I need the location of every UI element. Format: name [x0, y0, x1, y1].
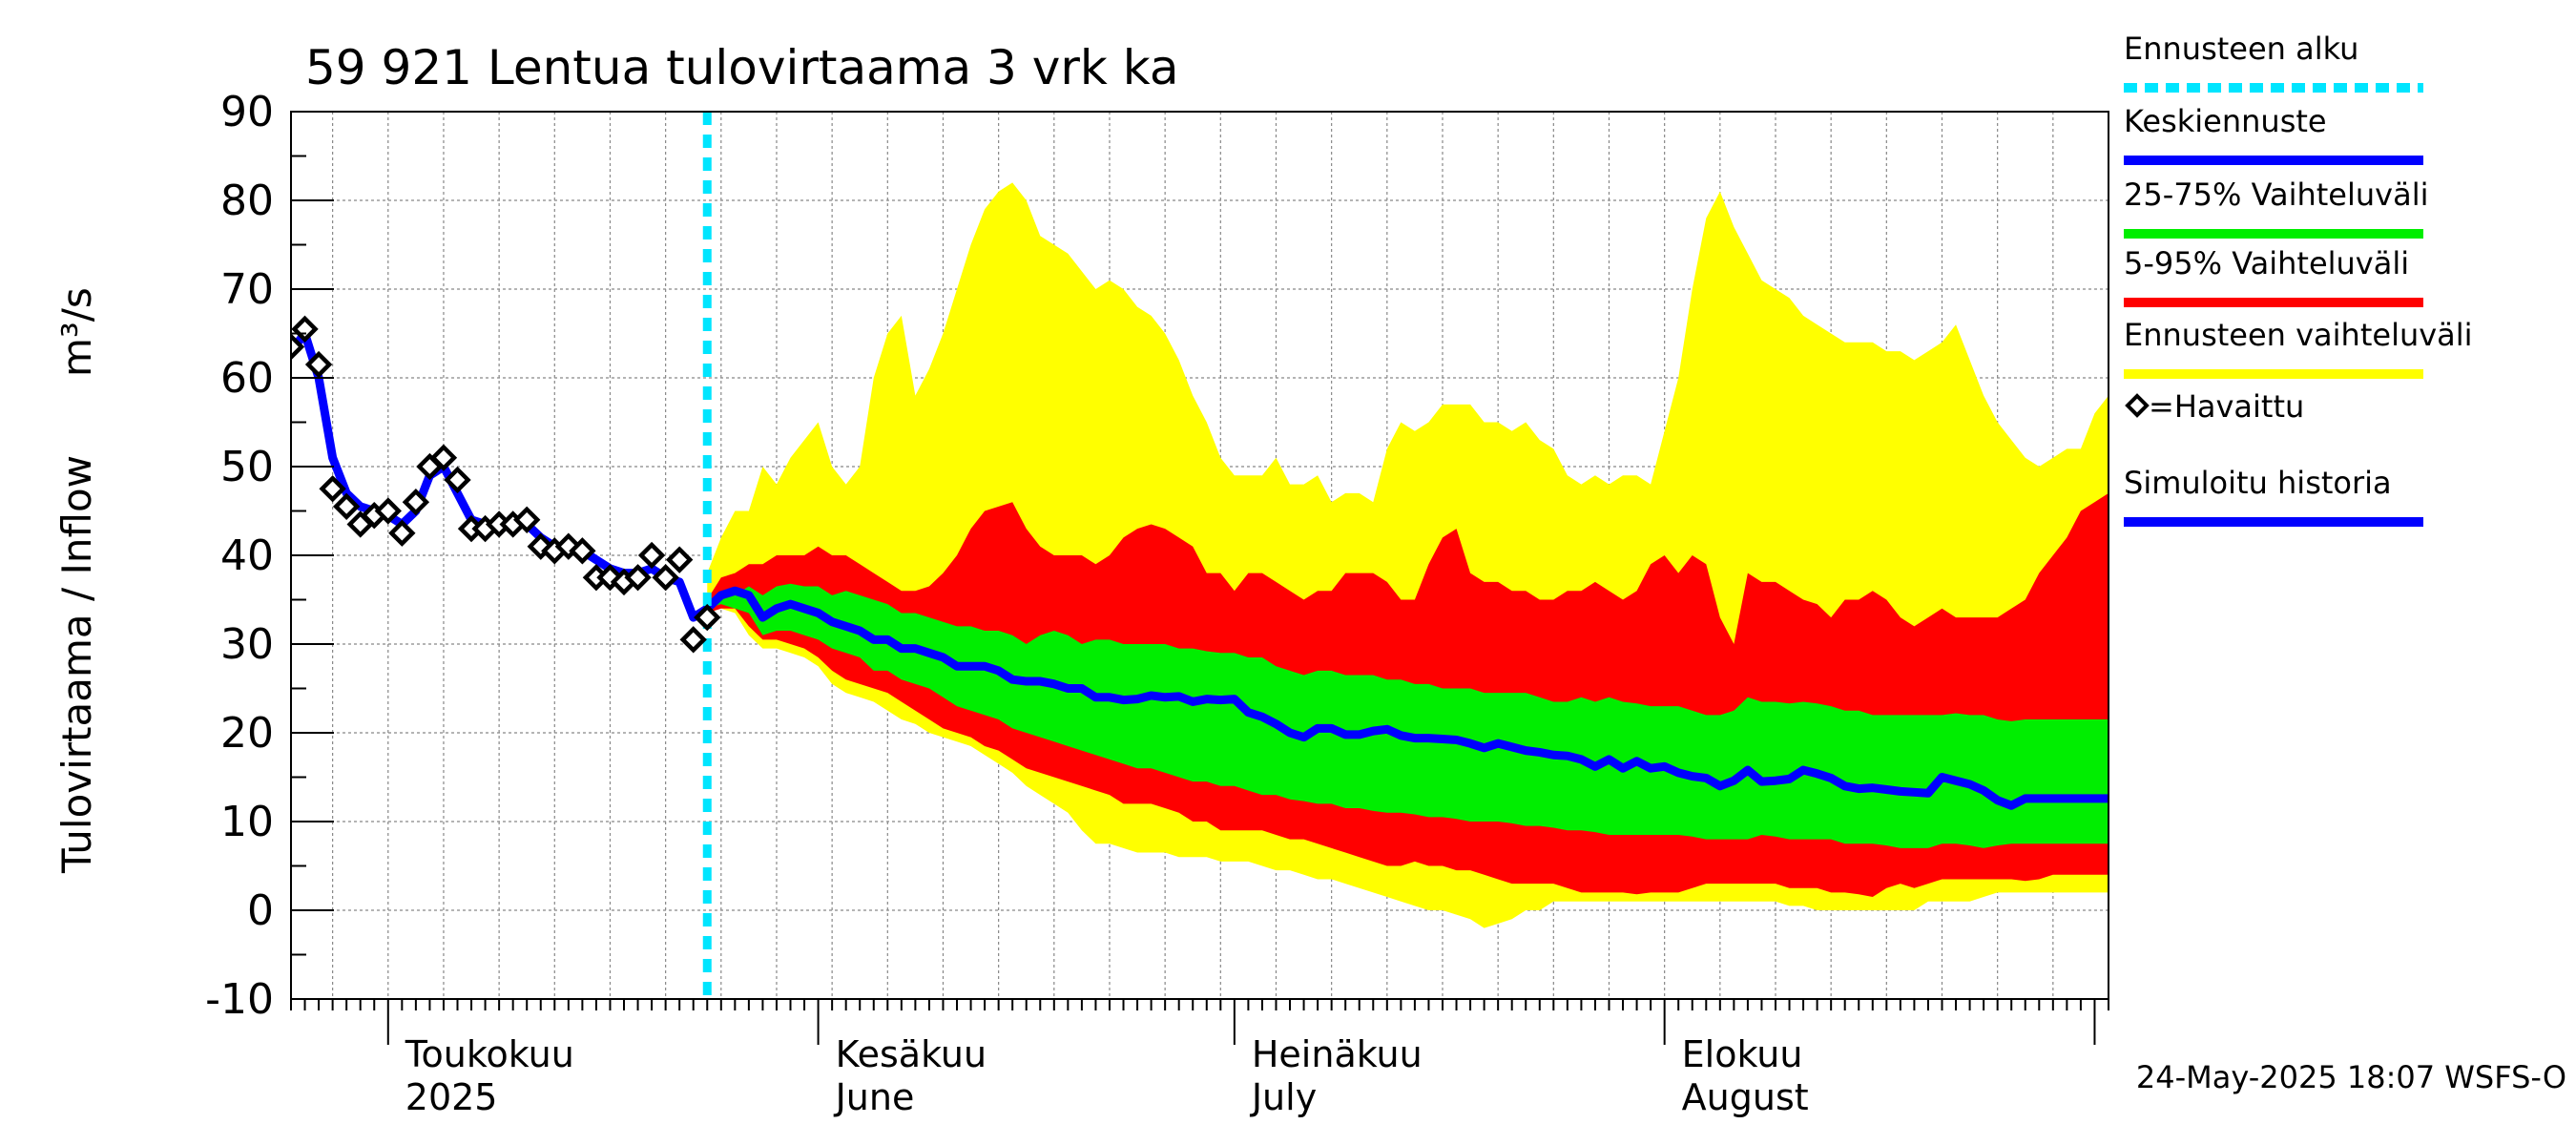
y-tick-label: 20 — [220, 709, 274, 758]
y-tick-label: 0 — [247, 886, 274, 935]
observed-point — [444, 466, 471, 494]
y-tick-label: 50 — [220, 443, 274, 491]
x-month-label: Elokuu — [1682, 1033, 1803, 1075]
y-tick-label: 30 — [220, 620, 274, 669]
x-month-sublabel: July — [1250, 1076, 1317, 1118]
y-tick-label: 60 — [220, 354, 274, 403]
y-axis-label: Tulovirtaama / Inflow — [53, 455, 100, 874]
observed-point — [652, 564, 679, 592]
y-axis-unit: m³/s — [53, 287, 100, 377]
legend-label: =Havaittu — [2149, 388, 2304, 425]
x-month-label: Heinäkuu — [1252, 1033, 1423, 1075]
legend-label: Ennusteen vaihteluväli — [2124, 317, 2473, 353]
legend-label: 25-75% Vaihteluväli — [2124, 177, 2428, 213]
observed-point — [513, 506, 541, 533]
y-tick-label: 10 — [220, 798, 274, 846]
legend-marker-observed — [2125, 393, 2150, 418]
y-tick-label: 70 — [220, 265, 274, 314]
observed-point — [374, 497, 402, 525]
observed-point — [319, 475, 346, 503]
y-tick-label: -10 — [205, 975, 274, 1024]
y-tick-label: 40 — [220, 531, 274, 580]
observed-point — [694, 603, 721, 632]
observed-point — [304, 350, 333, 379]
y-tick-label: 90 — [220, 88, 274, 136]
observed-point — [291, 333, 305, 361]
legend: Ennusteen alku Keskiennuste 25-75% Vaihtel… — [2124, 31, 2473, 527]
observed-point — [665, 546, 694, 573]
timestamp: 24-May-2025 18:07 WSFS-O — [2136, 1059, 2566, 1095]
observed-point — [637, 541, 666, 570]
observed-point — [388, 519, 416, 547]
y-tick-label: 80 — [220, 177, 274, 225]
x-month-sublabel: June — [834, 1076, 915, 1118]
observed-point — [624, 564, 652, 592]
observed-point — [332, 492, 361, 521]
axis-ticks — [290, 111, 2109, 1045]
legend-label: Simuloitu historia — [2124, 465, 2392, 501]
forecast-mean-line — [704, 586, 2109, 810]
x-month-sublabel: 2025 — [405, 1076, 498, 1118]
chart-title: 59 921 Lentua tulovirtaama 3 vrk ka — [305, 40, 1178, 95]
series-layer — [291, 112, 2109, 999]
observed-point — [429, 444, 458, 471]
observed-point — [569, 537, 596, 565]
x-month-label: Toukokuu — [405, 1033, 574, 1075]
legend-label: 5-95% Vaihteluväli — [2124, 245, 2409, 281]
x-month-label: Kesäkuu — [836, 1033, 987, 1075]
observed-point — [402, 489, 430, 516]
observed-point — [679, 626, 707, 654]
legend-label: Keskiennuste — [2124, 103, 2327, 139]
x-month-sublabel: August — [1682, 1076, 1809, 1118]
legend-label: Ennusteen alku — [2124, 31, 2358, 67]
